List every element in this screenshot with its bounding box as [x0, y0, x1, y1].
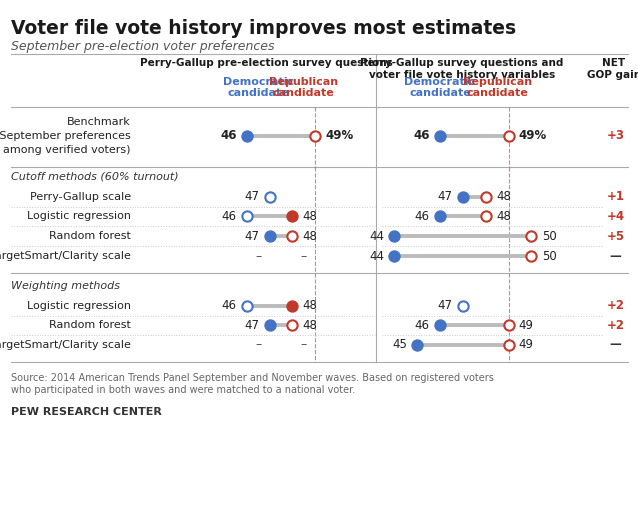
Text: 46: 46 [415, 210, 430, 223]
Text: TargetSmart/Clarity scale: TargetSmart/Clarity scale [0, 251, 131, 261]
Point [526, 232, 537, 241]
Text: +2: +2 [607, 319, 625, 332]
Text: NET
GOP gain: NET GOP gain [587, 58, 638, 80]
Point [264, 232, 274, 241]
Text: 48: 48 [302, 210, 318, 223]
Point [287, 212, 297, 221]
Text: +2: +2 [607, 299, 625, 312]
Text: Republican
candidate: Republican candidate [269, 77, 338, 98]
Point [310, 132, 320, 140]
Text: Democratic
candidate: Democratic candidate [404, 77, 475, 98]
Text: +1: +1 [607, 190, 625, 203]
Point [458, 193, 468, 201]
Point [480, 212, 491, 221]
Text: Cutoff methods (60% turnout): Cutoff methods (60% turnout) [11, 171, 179, 181]
Text: 48: 48 [496, 210, 511, 223]
Text: 44: 44 [369, 250, 384, 262]
Point [242, 132, 252, 140]
Text: Source: 2014 American Trends Panel September and November waves. Based on regist: Source: 2014 American Trends Panel Septe… [11, 373, 494, 395]
Point [435, 132, 445, 140]
Text: 46: 46 [415, 319, 430, 332]
Point [287, 302, 297, 310]
Point [458, 302, 468, 310]
Point [287, 321, 297, 330]
Text: —: — [610, 339, 621, 351]
Text: –: – [300, 339, 307, 351]
Text: –: – [300, 250, 307, 262]
Text: 48: 48 [302, 319, 318, 332]
Text: –: – [255, 339, 261, 351]
Text: 46: 46 [221, 299, 237, 312]
Text: Perry-Gallup survey questions and
voter file vote history variables: Perry-Gallup survey questions and voter … [360, 58, 563, 80]
Text: Weighting methods: Weighting methods [11, 281, 121, 290]
Text: 47: 47 [244, 230, 259, 243]
Point [264, 193, 274, 201]
Text: Logistic regression: Logistic regression [27, 301, 131, 311]
Text: Perry-Gallup pre-election survey questions: Perry-Gallup pre-election survey questio… [140, 58, 393, 68]
Text: 47: 47 [244, 190, 259, 203]
Text: among verified voters): among verified voters) [3, 145, 131, 154]
Point [435, 321, 445, 330]
Text: Random forest: Random forest [49, 232, 131, 241]
Text: Voter file vote history improves most estimates: Voter file vote history improves most es… [11, 19, 517, 38]
Text: Logistic regression: Logistic regression [27, 212, 131, 221]
Text: 46: 46 [220, 130, 237, 142]
Point [389, 232, 399, 241]
Point [242, 302, 252, 310]
Point [480, 193, 491, 201]
Text: Random forest: Random forest [49, 321, 131, 330]
Point [264, 321, 274, 330]
Point [242, 212, 252, 221]
Text: 46: 46 [221, 210, 237, 223]
Text: –: – [255, 250, 261, 262]
Point [287, 232, 297, 241]
Text: 45: 45 [392, 339, 407, 351]
Text: September pre-election voter preferences: September pre-election voter preferences [11, 40, 275, 53]
Point [526, 252, 537, 260]
Text: TargetSmart/Clarity scale: TargetSmart/Clarity scale [0, 340, 131, 350]
Text: Republican
candidate: Republican candidate [463, 77, 531, 98]
Text: 50: 50 [542, 230, 556, 243]
Point [389, 252, 399, 260]
Point [412, 341, 422, 349]
Text: Benchmark: Benchmark [67, 117, 131, 127]
Point [435, 212, 445, 221]
Point [503, 321, 514, 330]
Text: 49: 49 [519, 319, 534, 332]
Text: 48: 48 [302, 299, 318, 312]
Text: 48: 48 [496, 190, 511, 203]
Point [503, 341, 514, 349]
Text: +4: +4 [607, 210, 625, 223]
Text: 46: 46 [413, 130, 430, 142]
Text: +3: +3 [607, 130, 625, 142]
Text: +5: +5 [607, 230, 625, 243]
Text: 49: 49 [519, 339, 534, 351]
Text: 50: 50 [542, 250, 556, 262]
Text: 49%: 49% [325, 130, 353, 142]
Text: (September preferences: (September preferences [0, 131, 131, 141]
Text: —: — [610, 250, 621, 262]
Text: 44: 44 [369, 230, 384, 243]
Text: 49%: 49% [519, 130, 547, 142]
Point [503, 132, 514, 140]
Text: PEW RESEARCH CENTER: PEW RESEARCH CENTER [11, 407, 162, 417]
Text: 47: 47 [438, 299, 453, 312]
Text: 47: 47 [438, 190, 453, 203]
Text: Democratic
candidate: Democratic candidate [223, 77, 293, 98]
Text: Perry-Gallup scale: Perry-Gallup scale [29, 192, 131, 202]
Text: 48: 48 [302, 230, 318, 243]
Text: 47: 47 [244, 319, 259, 332]
